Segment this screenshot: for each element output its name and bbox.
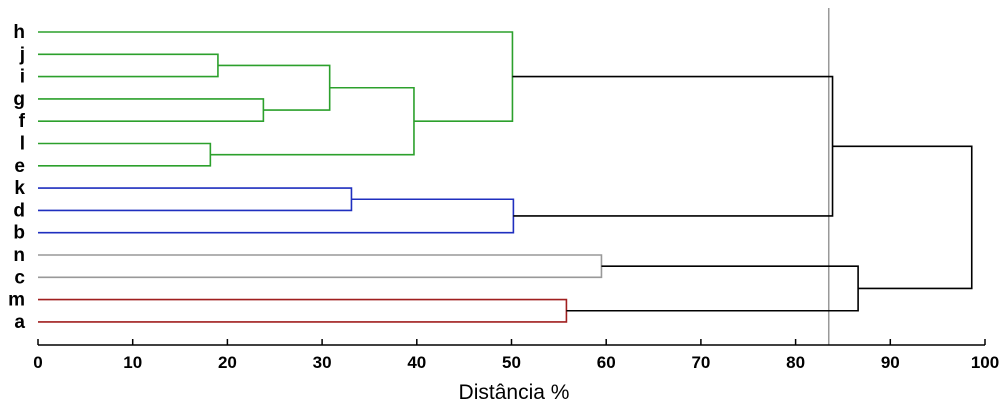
x-tick-label: 30 xyxy=(313,353,332,372)
dendrogram-link-ji xyxy=(38,53,219,78)
x-tick-label: 60 xyxy=(597,353,616,372)
dendrogram-link-blue xyxy=(38,198,515,234)
dendrogram-link-root xyxy=(832,145,973,290)
leaf-label-g: g xyxy=(13,89,25,110)
leaf-label-l: l xyxy=(20,134,25,155)
leaf-label-a: a xyxy=(14,312,25,333)
x-tick-label: 90 xyxy=(881,353,900,372)
leaf-label-h: h xyxy=(13,22,25,43)
leaf-label-m: m xyxy=(8,290,25,311)
leaf-label-k: k xyxy=(14,178,25,199)
dendrogram-link-jigf xyxy=(217,64,331,111)
dendrogram-link-ncma xyxy=(566,265,859,312)
x-axis-title: Distância % xyxy=(459,381,570,404)
dendrogram-link-gb xyxy=(512,75,834,217)
x-tick-label: 80 xyxy=(786,353,805,372)
dendrogram-link-kd xyxy=(38,187,353,212)
leaf-label-i: i xyxy=(20,67,25,88)
leaf-label-f: f xyxy=(19,111,26,132)
leaf-label-e: e xyxy=(14,156,25,177)
dendrogram-link-le xyxy=(38,142,212,167)
dendrogram-link-ma xyxy=(38,298,568,323)
x-tick-label: 100 xyxy=(971,353,999,372)
leaf-label-c: c xyxy=(14,267,25,288)
x-tick-label: 70 xyxy=(691,353,710,372)
x-tick-label: 0 xyxy=(33,353,42,372)
x-tick-label: 20 xyxy=(218,353,237,372)
x-tick-label: 40 xyxy=(407,353,426,372)
dendrogram-link-nc xyxy=(38,254,603,279)
dendrogram-link-gf xyxy=(38,98,265,122)
leaf-label-n: n xyxy=(13,245,25,266)
leaf-label-d: d xyxy=(13,200,25,221)
leaf-label-b: b xyxy=(13,223,25,244)
x-tick-label: 50 xyxy=(502,353,521,372)
leaf-label-j: j xyxy=(19,44,25,65)
x-tick-label: 10 xyxy=(123,353,142,372)
